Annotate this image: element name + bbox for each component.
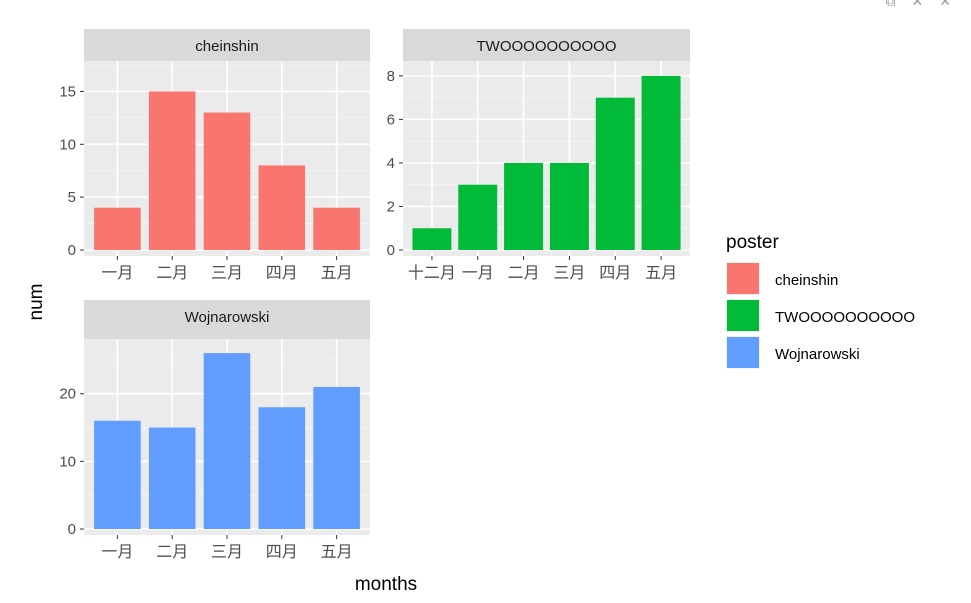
y-tick-label: 8 <box>387 68 395 85</box>
y-tick-label: 10 <box>59 453 76 470</box>
y-tick-label: 10 <box>59 136 76 153</box>
y-tick-label: 0 <box>387 242 395 259</box>
x-tick-label: 三月 <box>553 263 585 282</box>
legend-swatch <box>727 300 759 331</box>
x-tick-label: 二月 <box>156 542 188 561</box>
x-tick-label: 二月 <box>156 263 188 282</box>
legend-label: cheinshin <box>775 272 838 289</box>
bar-四月 <box>596 98 635 250</box>
bar-二月 <box>149 91 196 250</box>
y-tick-label: 0 <box>68 521 76 538</box>
facet-panel-2: Wojnarowski 0 10 20 一月 二月 三月 四月 五月 <box>59 300 370 561</box>
bar-四月 <box>259 165 306 250</box>
y-tick-label: 0 <box>68 242 76 259</box>
y-tick-label: 20 <box>59 386 76 403</box>
bar-一月 <box>94 421 141 529</box>
bar-五月 <box>642 76 681 250</box>
x-tick-label: 五月 <box>645 263 677 282</box>
facet-strip-label: cheinshin <box>195 38 258 55</box>
x-tick-label: 五月 <box>321 263 353 282</box>
bar-四月 <box>259 407 306 529</box>
facet-panel-1: TWOOOOOOOOOO 0 2 4 6 8 十二月 一月 二月 三月 四月 五月 <box>387 29 690 282</box>
x-tick-label: 十二月 <box>408 263 456 282</box>
y-tick-label: 6 <box>387 111 395 128</box>
x-tick-label: 三月 <box>211 542 243 561</box>
legend-swatch <box>727 263 759 294</box>
facet-strip-label: TWOOOOOOOOOO <box>477 38 617 55</box>
bar-五月 <box>313 208 360 250</box>
x-tick-label: 五月 <box>321 542 353 561</box>
facet-panel-0: cheinshin 0 5 10 15 一月 二月 三月 四月 五月 <box>59 29 370 282</box>
x-tick-label: 二月 <box>508 263 540 282</box>
x-tick-label: 三月 <box>211 263 243 282</box>
x-tick-label: 四月 <box>266 542 298 561</box>
x-tick-label: 四月 <box>599 263 631 282</box>
bar-二月 <box>149 428 196 529</box>
legend-title: poster <box>726 232 779 253</box>
legend-swatch <box>727 337 759 368</box>
x-tick-label: 一月 <box>462 263 494 282</box>
y-tick-label: 5 <box>68 189 76 206</box>
y-axis-title: num <box>26 284 47 321</box>
bar-十二月 <box>412 228 451 250</box>
bar-一月 <box>94 208 141 250</box>
x-tick-label: 一月 <box>101 542 133 561</box>
y-tick-label: 4 <box>387 155 395 172</box>
x-tick-label: 四月 <box>266 263 298 282</box>
legend-label: TWOOOOOOOOOO <box>775 309 915 326</box>
legend: poster cheinshin TWOOOOOOOOOO Wojnarowski <box>726 232 915 369</box>
legend-label: Wojnarowski <box>775 346 860 363</box>
x-tick-label: 一月 <box>101 263 133 282</box>
bar-三月 <box>204 353 251 529</box>
bar-三月 <box>550 163 589 250</box>
y-tick-label: 15 <box>59 83 76 100</box>
facet-strip-label: Wojnarowski <box>185 309 270 326</box>
bar-五月 <box>313 387 360 529</box>
bar-三月 <box>204 113 251 250</box>
y-tick-label: 2 <box>387 198 395 215</box>
bar-二月 <box>504 163 543 250</box>
x-axis-title: months <box>355 574 417 595</box>
bar-一月 <box>458 185 497 250</box>
